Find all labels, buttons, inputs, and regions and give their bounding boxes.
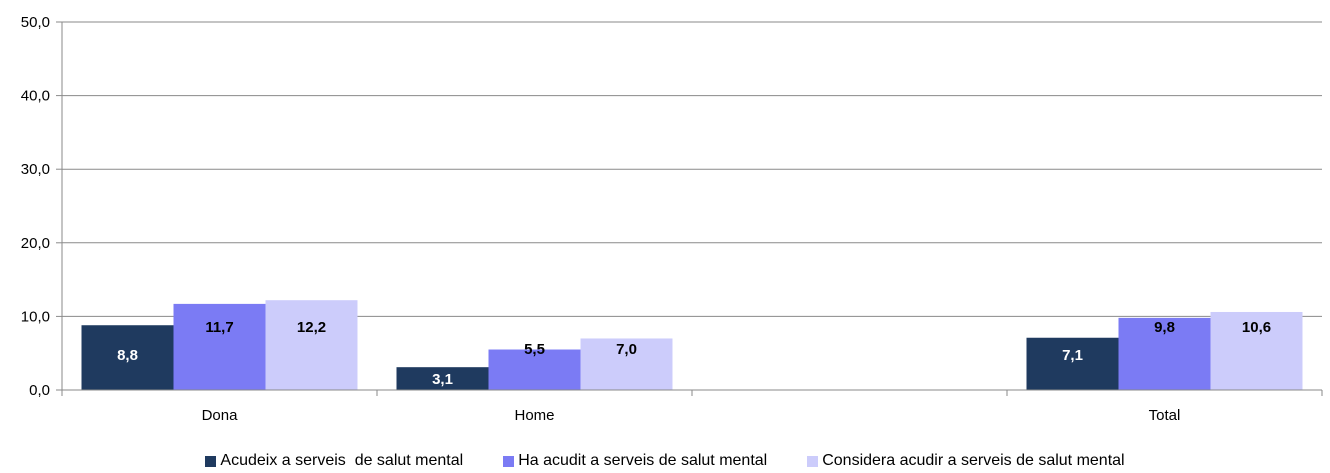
- data-label: 12,2: [297, 319, 326, 336]
- legend-label-ha-acudit: Ha acudit a serveis de salut mental: [518, 452, 768, 469]
- bar: [173, 303, 266, 390]
- legend-item-acudeix: Acudeix a serveis de salut mental: [205, 452, 463, 470]
- legend-item-considera: Considera acudir a serveis de salut ment…: [807, 452, 1125, 470]
- bar: [1210, 311, 1303, 390]
- data-label: 3,1: [432, 371, 453, 388]
- y-tick-label: 50,0: [21, 14, 50, 31]
- data-label: 11,7: [205, 319, 233, 336]
- legend-swatch-acudeix: [205, 455, 217, 467]
- data-label: 9,8: [1154, 319, 1175, 336]
- y-tick-label: 40,0: [21, 88, 50, 105]
- data-label: 10,6: [1242, 319, 1271, 336]
- y-tick-label: 10,0: [21, 308, 50, 325]
- x-tick-label: Total: [1149, 407, 1181, 424]
- y-tick-label: 0,0: [29, 382, 50, 399]
- x-tick-label: Dona: [202, 407, 239, 424]
- legend-swatch-considera: [807, 455, 819, 467]
- legend-swatch-ha-acudit: [503, 455, 515, 467]
- y-tick-label: 20,0: [21, 235, 50, 252]
- data-label: 8,8: [117, 347, 138, 364]
- bar: [81, 325, 174, 390]
- legend: Acudeix a serveis de salut mental Ha acu…: [0, 452, 1330, 470]
- legend-item-ha-acudit: Ha acudit a serveis de salut mental: [503, 452, 767, 470]
- data-label: 7,1: [1062, 347, 1083, 364]
- bar: [580, 338, 673, 390]
- bar: [488, 349, 581, 390]
- x-tick-label: Home: [514, 407, 554, 424]
- bar: [396, 367, 489, 390]
- bar: [1026, 337, 1119, 390]
- legend-label-acudeix: Acudeix a serveis de salut mental: [220, 452, 464, 469]
- y-tick-label: 30,0: [21, 161, 50, 178]
- data-label: 5,5: [524, 341, 545, 358]
- legend-label-considera: Considera acudir a serveis de salut ment…: [822, 452, 1125, 469]
- bar: [1118, 317, 1211, 390]
- data-label: 7,0: [616, 341, 637, 358]
- bar: [265, 300, 358, 390]
